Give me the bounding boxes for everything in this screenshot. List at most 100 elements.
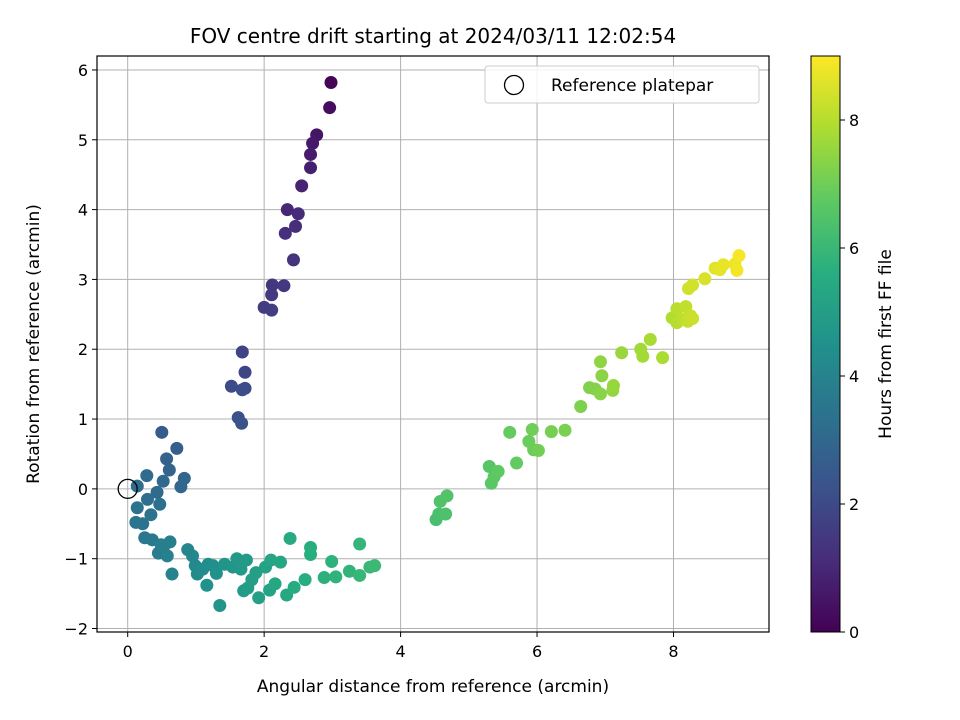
data-point	[503, 425, 517, 439]
x-tick-label: 0	[123, 642, 133, 661]
colorbar-tick-label: 6	[849, 239, 859, 258]
data-point	[686, 278, 700, 292]
data-point	[287, 580, 301, 594]
data-point	[235, 383, 249, 397]
data-point	[200, 578, 214, 592]
data-point	[329, 570, 343, 584]
data-point	[291, 207, 305, 221]
data-point	[353, 568, 367, 582]
data-point	[283, 531, 297, 545]
data-point	[209, 566, 223, 580]
data-point	[306, 136, 320, 150]
colorbar-tick-label: 4	[849, 367, 859, 386]
data-point	[186, 549, 200, 563]
data-point	[730, 263, 744, 277]
data-point	[544, 425, 558, 439]
chart-title: FOV centre drift starting at 2024/03/11 …	[190, 24, 676, 48]
data-point	[265, 288, 279, 302]
data-point	[353, 537, 367, 551]
data-point	[274, 555, 288, 569]
data-point	[277, 279, 291, 293]
data-point	[265, 303, 279, 317]
y-axis-label: Rotation from reference (arcmin)	[24, 204, 44, 484]
plot-frame	[96, 55, 770, 633]
data-point	[686, 312, 700, 326]
x-tick-label: 2	[259, 642, 269, 661]
data-point	[558, 423, 572, 437]
reference-platepar-marker	[117, 478, 138, 500]
data-point	[224, 379, 238, 393]
data-point	[636, 349, 650, 363]
y-tick-label: 4	[78, 201, 88, 220]
data-point	[574, 399, 588, 413]
data-point	[698, 272, 712, 286]
x-tick-label: 6	[532, 642, 542, 661]
data-point	[239, 553, 253, 567]
data-point	[593, 387, 607, 401]
data-point	[295, 179, 309, 193]
data-point	[156, 474, 170, 488]
data-point	[160, 452, 174, 466]
data-point	[716, 258, 730, 272]
data-point	[298, 573, 312, 587]
colorbar-tick-label: 2	[849, 495, 859, 514]
y-tick-label: 6	[78, 61, 88, 80]
colorbar-tick-label: 8	[849, 111, 859, 130]
data-point	[304, 548, 318, 562]
data-point	[174, 480, 188, 494]
y-tick-label: −1	[64, 550, 88, 569]
data-point	[323, 101, 337, 115]
x-axis-label: Angular distance from reference (arcmin)	[257, 677, 609, 697]
data-point	[155, 425, 169, 439]
data-point	[593, 355, 607, 369]
data-point	[265, 278, 279, 292]
colorbar-gradient	[810, 55, 841, 633]
data-point	[732, 249, 746, 263]
data-point	[170, 441, 184, 455]
data-point	[140, 492, 154, 506]
data-point	[150, 485, 164, 499]
data-points	[129, 76, 746, 612]
y-tick-label: −2	[64, 620, 88, 639]
data-point	[440, 489, 454, 503]
data-point	[235, 345, 249, 359]
data-point	[230, 552, 244, 566]
data-point	[304, 147, 318, 161]
y-tick-label: 3	[78, 270, 88, 289]
data-point	[643, 332, 657, 346]
data-point	[510, 456, 524, 470]
y-tick-label: 2	[78, 340, 88, 359]
data-point	[162, 463, 176, 477]
data-point	[280, 203, 294, 217]
data-point	[153, 497, 167, 511]
y-tick-label: 1	[78, 410, 88, 429]
legend-box	[484, 65, 760, 104]
x-tick-label: 4	[396, 642, 406, 661]
data-point	[129, 515, 143, 529]
data-point	[325, 554, 339, 568]
colorbar: 0 2 4 6 8 Hours from first FF file	[810, 55, 896, 642]
grid	[97, 56, 769, 632]
data-point	[252, 591, 266, 605]
data-point	[324, 76, 338, 90]
data-point	[525, 423, 539, 437]
legend-label: Reference platepar	[551, 76, 713, 96]
data-point	[235, 416, 249, 430]
data-point	[163, 535, 177, 549]
colorbar-ticks: 0 2 4 6 8	[840, 111, 859, 642]
data-point	[615, 346, 629, 360]
data-point	[531, 443, 545, 457]
reference-marker	[117, 478, 138, 500]
data-point	[342, 564, 356, 578]
data-point	[317, 571, 331, 585]
legend: Reference platepar	[484, 65, 760, 104]
data-point	[286, 253, 300, 267]
data-point	[249, 566, 263, 580]
y-tick-label: 0	[78, 480, 88, 499]
data-point	[165, 567, 179, 581]
data-point	[656, 351, 670, 365]
data-point	[238, 365, 252, 379]
colorbar-label: Hours from first FF file	[876, 249, 896, 439]
data-point	[595, 369, 609, 383]
